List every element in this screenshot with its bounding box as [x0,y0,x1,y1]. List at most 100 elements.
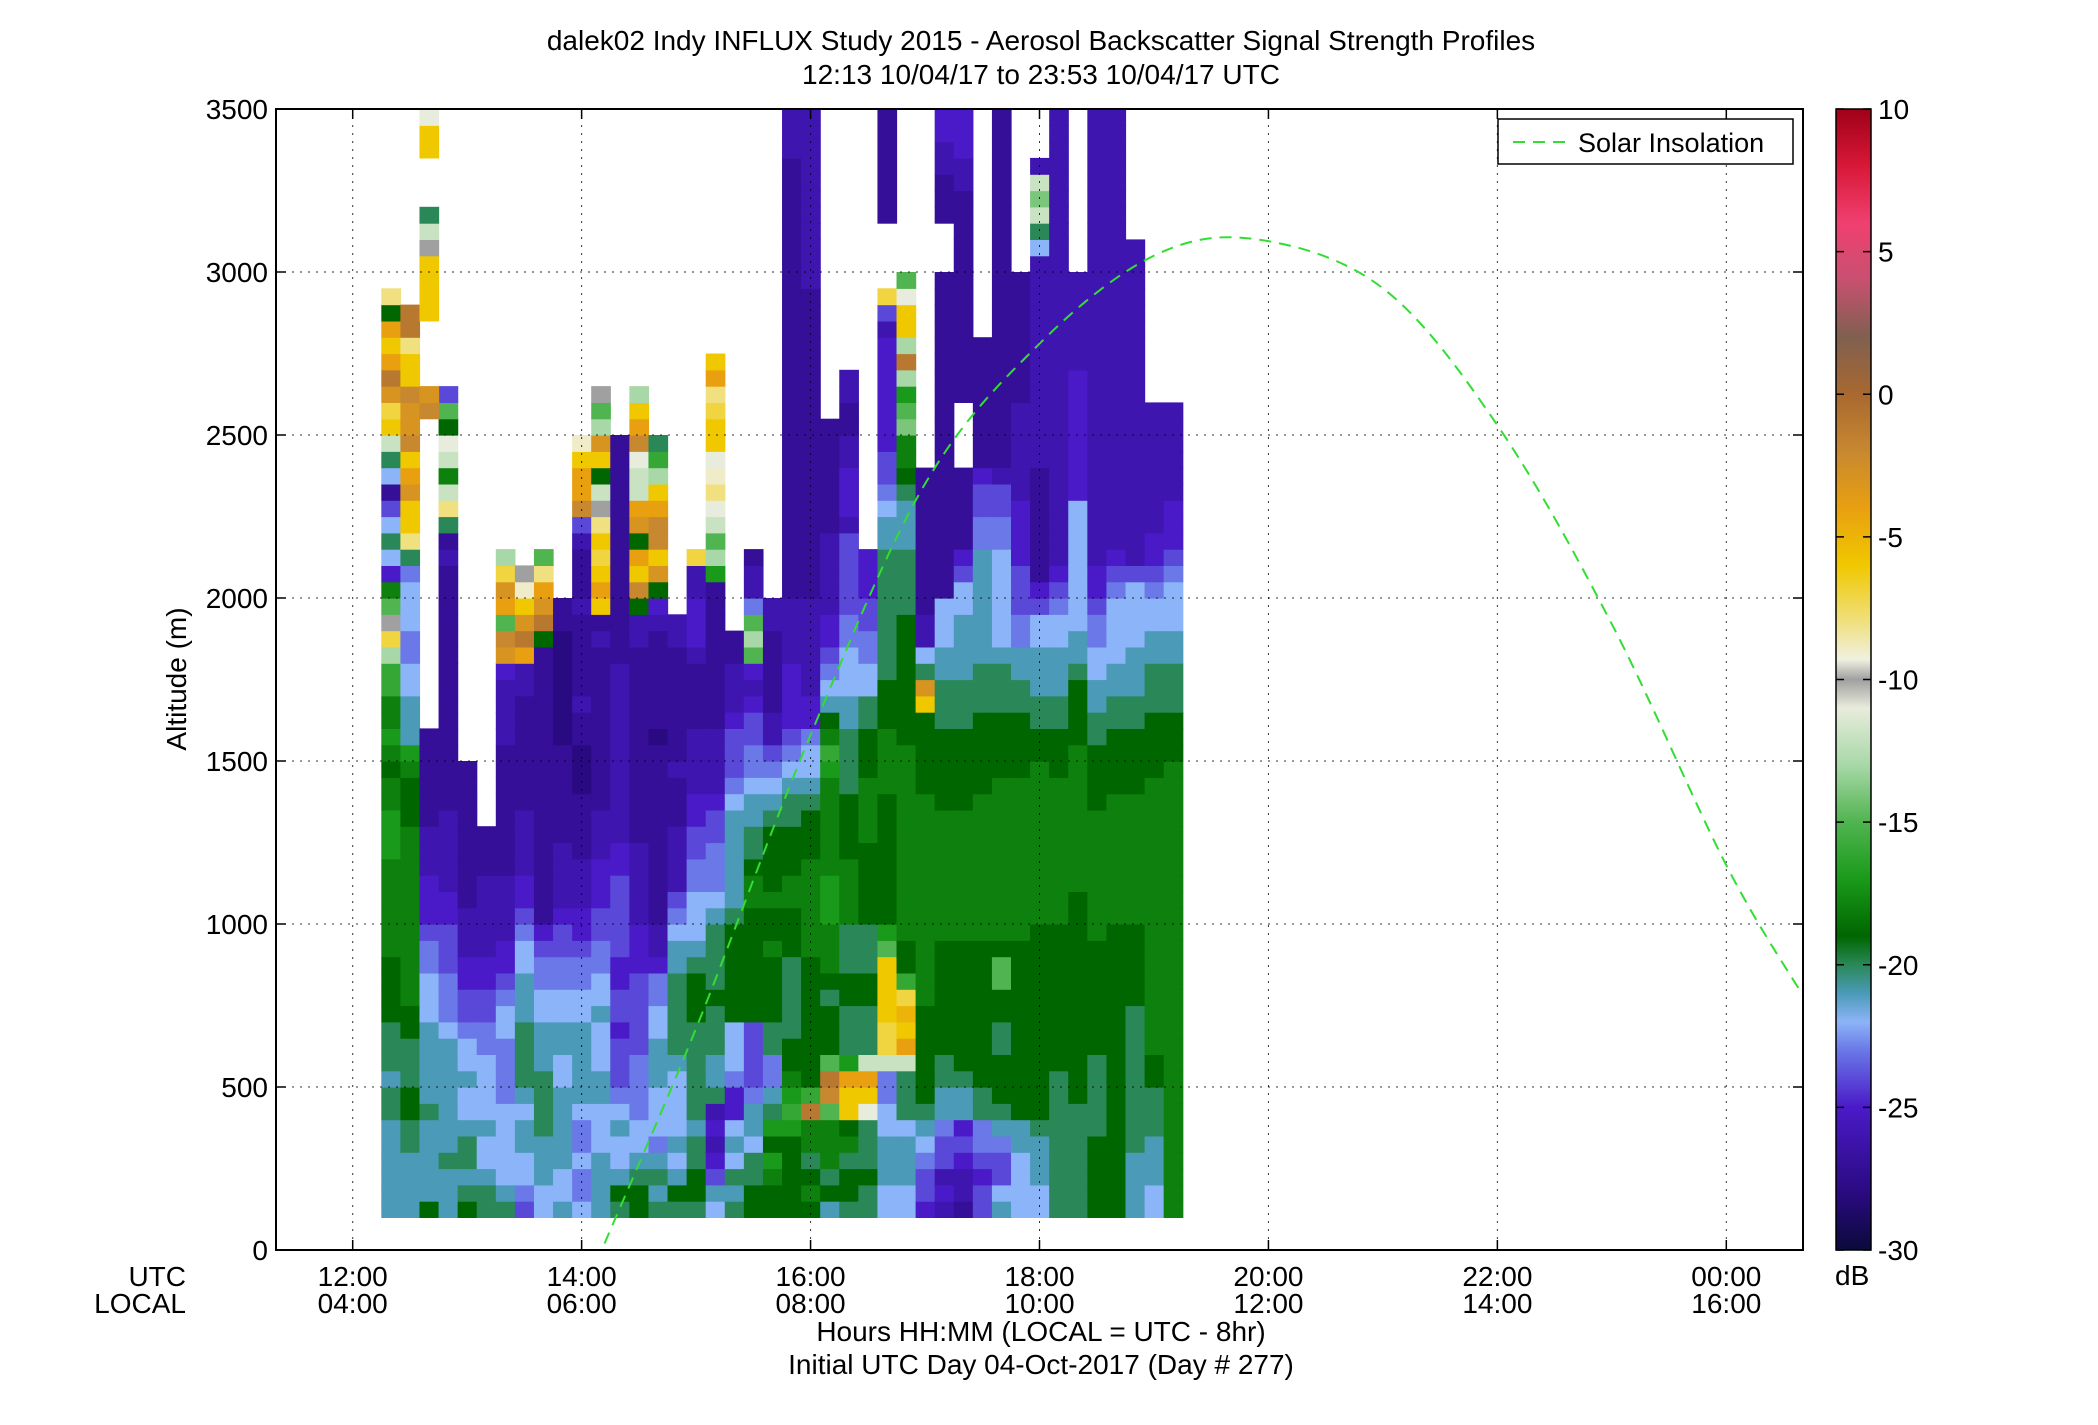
heatmap-cell [953,1054,974,1072]
heatmap-cell [896,369,917,387]
heatmap-cell [1049,549,1069,566]
heatmap-cell [553,630,573,648]
heatmap-cell [1049,777,1069,795]
heatmap-cell [896,500,917,518]
heatmap-cell [1163,565,1184,583]
heatmap-cell [514,614,535,632]
heatmap-cell [1125,288,1146,306]
heatmap-cell [743,1184,764,1202]
heatmap-cell [896,337,917,355]
heatmap-cell [953,598,974,615]
heatmap-cell [934,288,955,306]
heatmap-cell [1068,304,1088,322]
heatmap-cell [1049,924,1069,941]
heatmap-cell [381,712,401,729]
heatmap-cell [839,793,859,811]
heatmap-cell [1106,630,1127,648]
heatmap-cell [648,646,669,664]
heatmap-cell [457,1070,478,1088]
heatmap-cell [1125,924,1146,941]
heatmap-cell [705,386,726,403]
heatmap-cell [953,206,974,224]
heatmap-cell [1068,549,1088,566]
heatmap-cell [915,532,936,550]
heatmap-cell [476,1103,497,1121]
heatmap-cell [743,972,764,990]
heatmap-cell [1030,1103,1050,1121]
heatmap-cell [438,451,459,469]
heatmap-cell [686,581,707,599]
heatmap-cell [495,972,516,990]
heatmap-cell [953,255,974,273]
heatmap-cell [381,402,401,420]
heatmap-cell [648,1119,669,1137]
heatmap-cell [934,1201,955,1218]
heatmap-cell [1087,989,1108,1007]
heatmap-cell [400,826,421,844]
heatmap-cell [972,1152,993,1170]
heatmap-cell [438,875,459,892]
heatmap-cell [915,1103,936,1121]
heatmap-cell [801,1119,821,1137]
heatmap-cell [705,744,726,762]
heatmap-cell [839,989,859,1007]
heatmap-cell [419,1021,440,1039]
heatmap-cell [667,972,688,990]
heatmap-cell [1144,842,1165,860]
heatmap-cell [743,777,764,795]
heatmap-cell [457,989,478,1007]
heatmap-cell [457,891,478,909]
heatmap-cell [934,1021,955,1039]
heatmap-cell [820,875,840,892]
heatmap-cell [438,1021,459,1039]
heatmap-cell [400,1087,421,1104]
heatmap-cell [839,712,859,729]
heatmap-cell [1087,695,1108,713]
heatmap-cell [648,1152,669,1170]
heatmap-cell [1163,614,1184,632]
heatmap-cell [495,1070,516,1088]
heatmap-cell [934,516,955,534]
heatmap-cell [1163,728,1184,746]
heatmap-cell [1011,630,1031,648]
heatmap-cell [1049,744,1069,762]
heatmap-cell [934,598,955,615]
heatmap-cell [648,858,669,876]
heatmap-cell [686,793,707,811]
heatmap-cell [648,1054,669,1072]
heatmap-cell [1125,239,1146,257]
heatmap-cell [915,1038,936,1055]
heatmap-cell [1068,956,1088,974]
heatmap-cell [743,989,764,1007]
heatmap-cell [782,907,802,925]
heatmap-cell [972,435,993,452]
heatmap-cell [762,940,783,958]
heatmap-cell [476,924,497,941]
heatmap-cell [782,956,802,974]
heatmap-cell [801,1087,821,1104]
heatmap-cell [1106,924,1127,941]
heatmap-cell [782,630,802,648]
heatmap-cell [915,500,936,518]
heatmap-cell [553,712,573,729]
heatmap-cell [591,1119,611,1137]
heatmap-cell [1163,858,1184,876]
heatmap-cell [629,500,650,518]
heatmap-cell [972,1054,993,1072]
heatmap-cell [953,483,974,501]
heatmap-cell [972,940,993,958]
heatmap-cell [801,451,821,469]
heatmap-cell [400,467,421,485]
heatmap-cell [743,1201,764,1218]
heatmap-cell [820,809,840,827]
heatmap-cell [514,907,535,925]
heatmap-cell [782,549,802,566]
heatmap-cell [1106,761,1127,778]
heatmap-cell [896,972,917,990]
heatmap-cell [1087,891,1108,909]
heatmap-cell [648,1005,669,1023]
heatmap-cell [953,663,974,681]
heatmap-cell [858,956,879,974]
heatmap-cell [629,549,650,566]
heatmap-cell [1068,337,1088,355]
